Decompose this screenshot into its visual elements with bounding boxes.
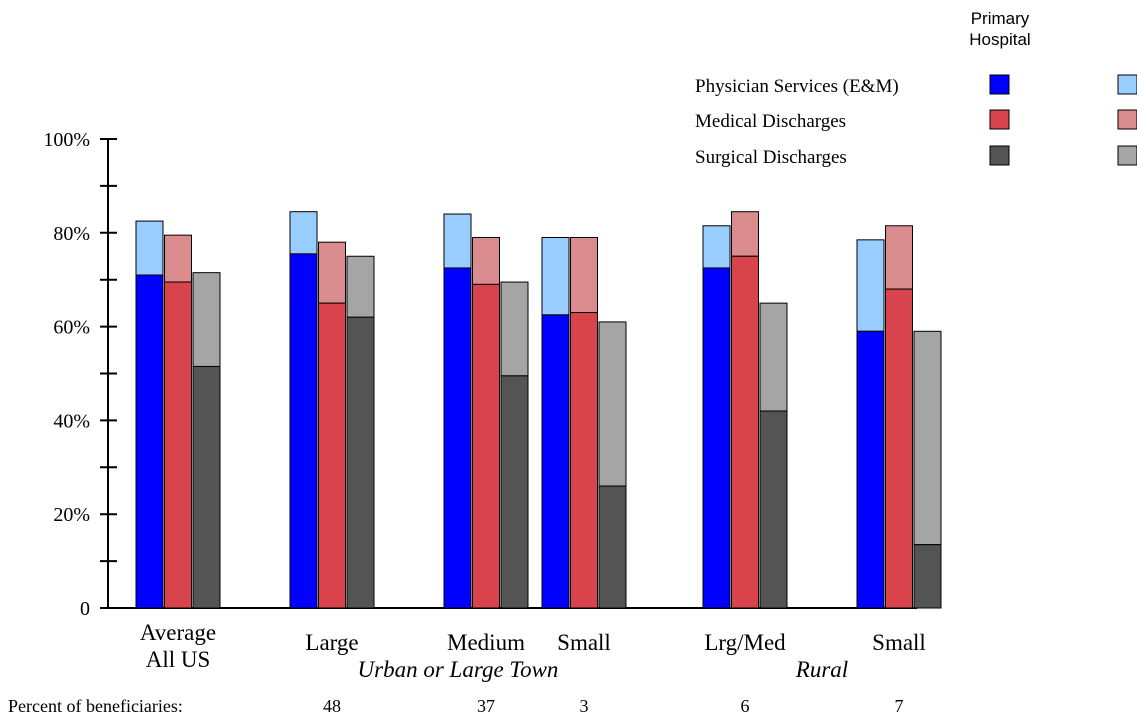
legend-swatch-secondary xyxy=(1117,145,1137,166)
legend-entry-label: Physician Services (E&M) xyxy=(695,76,899,97)
bar-segment-primary xyxy=(702,267,731,609)
bar-segment-primary xyxy=(135,274,164,609)
bar-segment-primary xyxy=(598,485,627,609)
bar-segment-secondary xyxy=(472,236,500,285)
bar-segment-secondary xyxy=(885,225,913,290)
footer-value: 3 xyxy=(580,696,589,716)
bar-segment-secondary xyxy=(541,236,570,316)
legend-swatch-primary xyxy=(989,109,1010,130)
bar-segment-primary xyxy=(541,314,570,609)
bar-segment-secondary xyxy=(598,321,627,487)
bar-segment-primary xyxy=(913,544,942,609)
legend: Primary Hospital Physician Services (E&M) M… xyxy=(695,9,1137,168)
bar-segment-secondary xyxy=(856,239,885,332)
bar-segment-secondary xyxy=(289,211,318,255)
bar-segment-primary xyxy=(570,312,598,609)
category-label: Lrg/Med xyxy=(704,630,786,655)
bar-segment-primary xyxy=(318,302,346,609)
bar-segment-secondary xyxy=(135,220,164,276)
y-axis: 0 20% 40% 60% 80% 100% xyxy=(43,129,917,620)
legend-swatch-secondary xyxy=(1117,109,1137,130)
category-label: Medium xyxy=(447,630,525,655)
footer: Percent of beneficiaries: 48 37 3 6 7 xyxy=(8,696,904,716)
legend-entry-label: Medical Discharges xyxy=(695,111,846,132)
legend-swatch-primary xyxy=(989,145,1010,166)
category-label: Large xyxy=(305,630,358,655)
category-label: Average xyxy=(140,620,216,645)
y-tick-label: 60% xyxy=(53,317,90,339)
footer-value: 48 xyxy=(323,696,341,716)
category-label-line2: All US xyxy=(146,647,211,672)
legend-swatch-secondary xyxy=(1117,74,1137,95)
bar-segment-primary xyxy=(500,375,529,609)
y-tick-label: 100% xyxy=(43,129,90,151)
bar-segment-primary xyxy=(164,281,192,609)
bar-segment-secondary xyxy=(570,236,598,314)
y-tick-label: 0 xyxy=(80,598,90,620)
bar-segment-primary xyxy=(856,330,885,609)
bar-segment-primary xyxy=(472,283,500,609)
bar-segment-secondary xyxy=(759,302,788,412)
bars xyxy=(135,211,942,609)
footer-value: 6 xyxy=(741,696,750,716)
bar-segment-secondary xyxy=(164,234,192,283)
footer-label: Percent of beneficiaries: xyxy=(8,696,183,716)
bar-segment-primary xyxy=(759,410,788,609)
y-tick-label: 20% xyxy=(53,504,90,526)
group-label: Urban or Large Town xyxy=(358,657,559,682)
footer-value: 37 xyxy=(477,696,495,716)
bar-segment-secondary xyxy=(500,281,529,377)
bar-segment-primary xyxy=(885,288,913,609)
bar-segment-secondary xyxy=(702,225,731,269)
bar-segment-secondary xyxy=(731,211,759,257)
bar-segment-primary xyxy=(346,316,375,609)
y-tick-label: 80% xyxy=(53,223,90,245)
bar-segment-primary xyxy=(731,255,759,609)
legend-entry-label: Surgical Discharges xyxy=(695,147,847,168)
legend-header: Hospital xyxy=(969,30,1030,49)
bar-segment-primary xyxy=(443,267,472,609)
category-label: Small xyxy=(557,630,611,655)
bar-segment-secondary xyxy=(318,241,346,304)
legend-swatch-primary xyxy=(989,74,1010,95)
y-tick-label: 40% xyxy=(53,410,90,432)
category-label: Small xyxy=(872,630,926,655)
bar-segment-secondary xyxy=(192,272,221,367)
bar-segment-secondary xyxy=(346,255,375,318)
bar-segment-primary xyxy=(192,365,221,609)
legend-header: Primary xyxy=(971,9,1030,28)
bar-segment-secondary xyxy=(913,330,942,546)
bar-segment-secondary xyxy=(443,213,472,269)
footer-value: 7 xyxy=(895,696,904,716)
group-label: Rural xyxy=(795,657,848,682)
bar-segment-primary xyxy=(289,253,318,609)
